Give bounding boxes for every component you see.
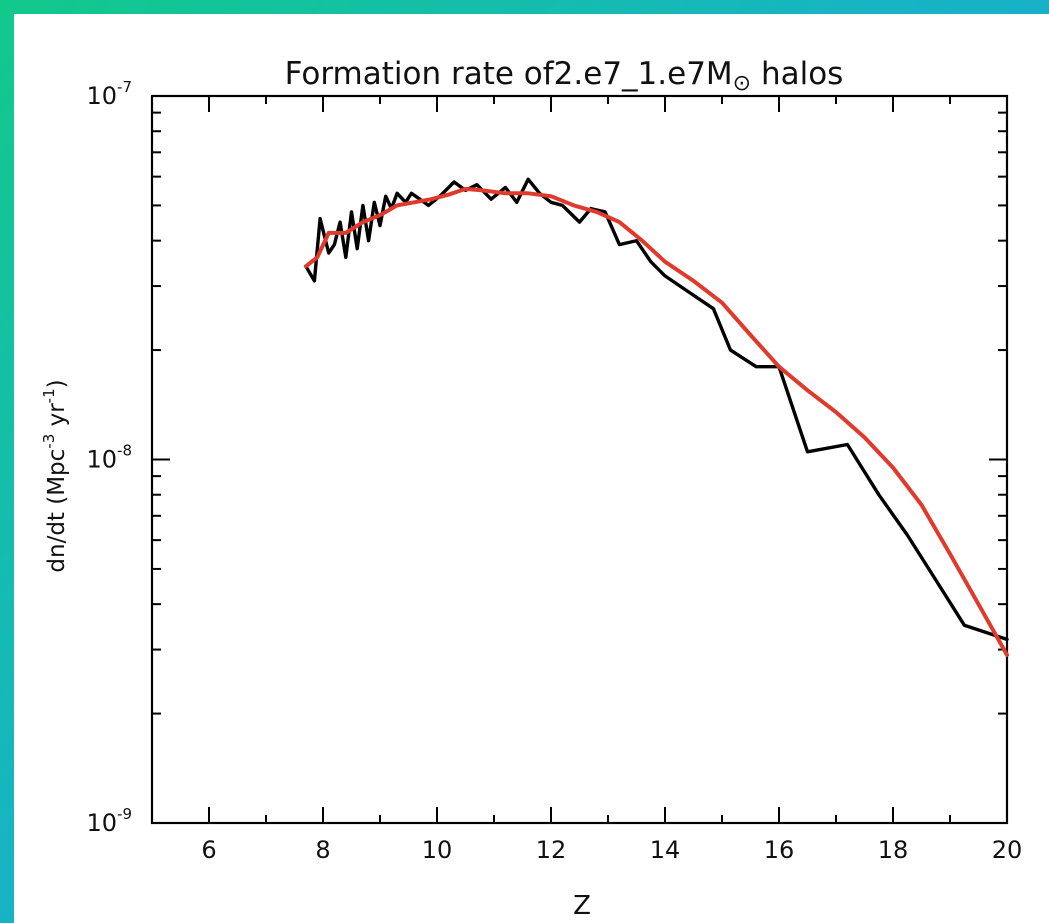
y-tick-label: 10-7 bbox=[86, 78, 132, 110]
x-tick-label: 20 bbox=[992, 836, 1023, 864]
y-tick-label-exponent: -7 bbox=[117, 78, 132, 96]
x-axis-label: Z bbox=[573, 891, 591, 921]
y-tick-label-base: 10 bbox=[86, 446, 117, 474]
y-axis-label-exp1: -3 bbox=[40, 434, 58, 449]
y-axis-label-main: dn/dt (Mpc bbox=[44, 449, 70, 573]
x-tick-label: 10 bbox=[422, 836, 453, 864]
y-tick-label: 10-9 bbox=[86, 805, 132, 837]
y-axis-label-exp2: -1 bbox=[40, 388, 58, 403]
series-layer bbox=[303, 177, 1009, 657]
series-line-0 bbox=[304, 177, 1009, 642]
x-tick-label: 14 bbox=[650, 836, 681, 864]
y-axis-label: dn/dt (Mpc-3 yr-1) bbox=[40, 379, 70, 572]
x-tick-label: 12 bbox=[536, 836, 567, 864]
x-tick-label: 8 bbox=[315, 836, 330, 864]
y-tick-label-exponent: -8 bbox=[117, 442, 132, 460]
formation-rate-chart: Formation rate of2.e7_1.e7M⊙ halos dn/dt… bbox=[40, 56, 1022, 921]
y-tick-label-base: 10 bbox=[86, 82, 117, 110]
chart-title-prefix: Formation rate of2.e7_1.e7M bbox=[285, 56, 733, 92]
x-tick-label: 18 bbox=[878, 836, 909, 864]
sun-symbol: ⊙ bbox=[733, 71, 751, 96]
chart-title: Formation rate of2.e7_1.e7M⊙ halos bbox=[285, 56, 844, 96]
series-line-1 bbox=[303, 186, 1009, 657]
chart-card: Formation rate of2.e7_1.e7M⊙ halos dn/dt… bbox=[14, 14, 1049, 923]
y-tick-label: 10-8 bbox=[86, 442, 132, 474]
x-tick-label: 16 bbox=[764, 836, 795, 864]
y-axis-label-mid: yr bbox=[44, 403, 70, 434]
x-tick-label: 6 bbox=[201, 836, 216, 864]
y-tick-label-exponent: -9 bbox=[117, 805, 132, 823]
chart-title-suffix: halos bbox=[751, 56, 843, 92]
y-axis-label-end: ) bbox=[44, 379, 70, 388]
y-tick-label-base: 10 bbox=[86, 809, 117, 837]
